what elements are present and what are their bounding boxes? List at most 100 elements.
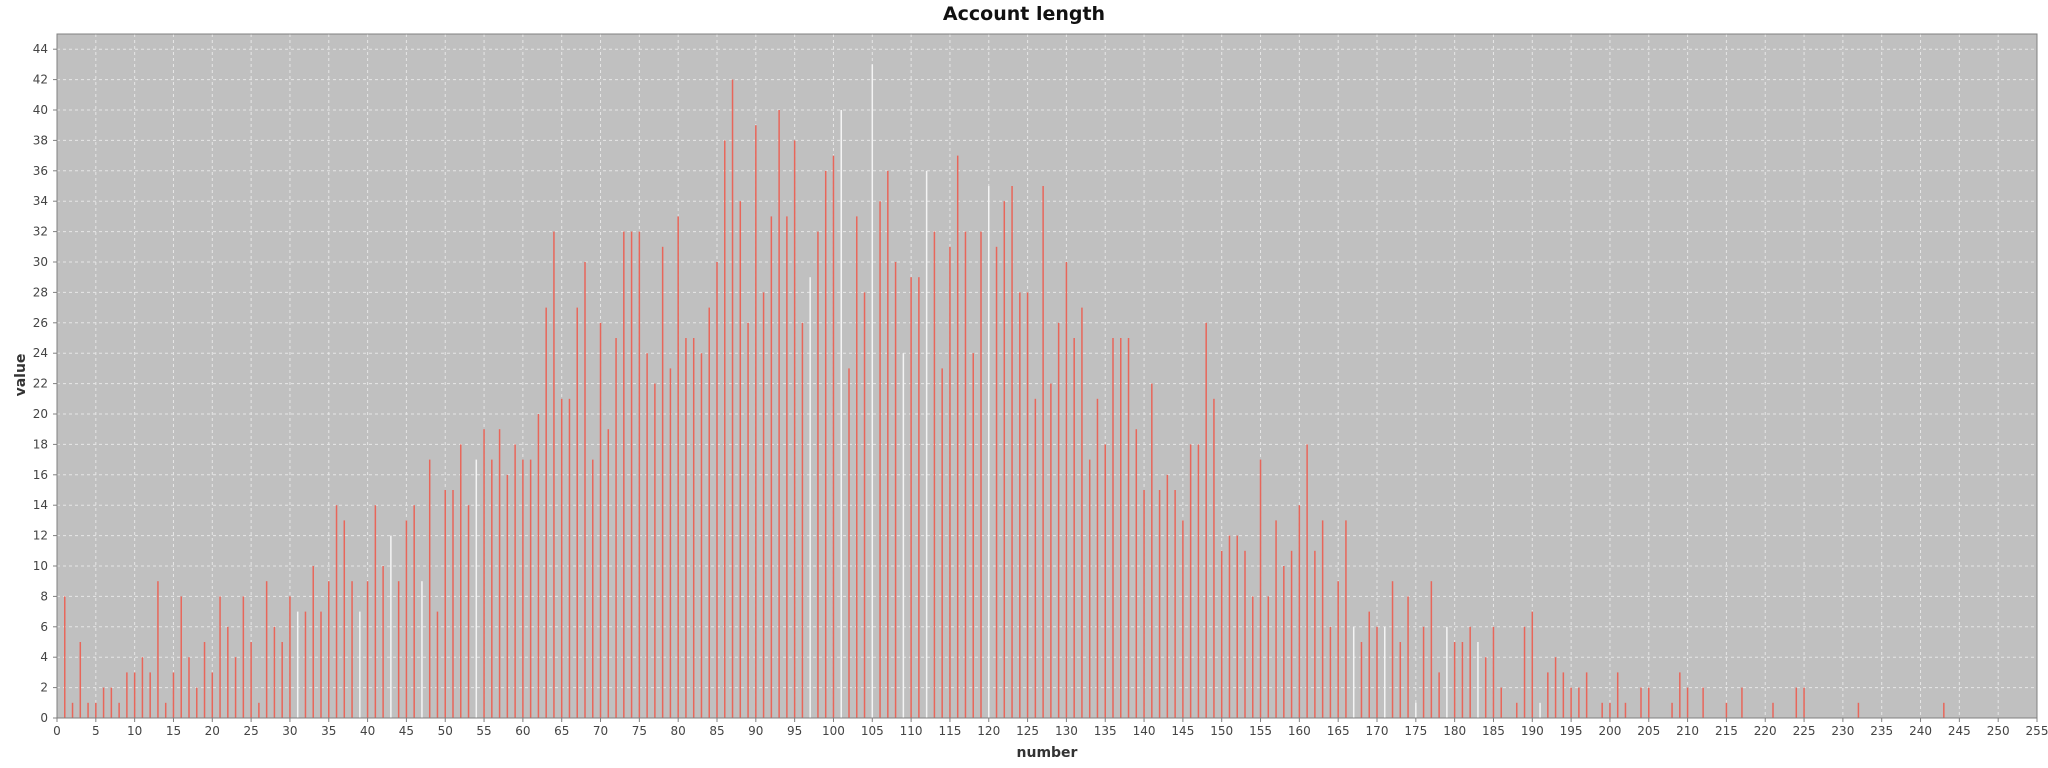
bar [1143, 490, 1145, 718]
x-tick-label: 80 [671, 724, 686, 738]
bar [770, 216, 773, 718]
x-tick-label: 160 [1288, 724, 1311, 738]
bar [460, 444, 462, 718]
bar [1671, 702, 1673, 718]
y-tick-label: 22 [33, 377, 48, 391]
bar [793, 140, 796, 718]
x-tick-label: 175 [1404, 724, 1427, 738]
x-tick-label: 90 [748, 724, 763, 738]
bar [786, 216, 788, 718]
bar [778, 110, 780, 718]
y-tick-label: 44 [33, 42, 48, 56]
y-tick-label: 16 [33, 468, 48, 482]
x-tick-label: 245 [1948, 724, 1971, 738]
bar [1329, 626, 1332, 718]
bar [1026, 292, 1029, 718]
bar [1539, 702, 1541, 718]
bar [102, 687, 105, 718]
bar [661, 246, 664, 719]
bar [832, 155, 835, 719]
bar [1112, 338, 1114, 718]
x-tick-label: 40 [360, 724, 375, 738]
y-tick-label: 26 [33, 316, 48, 330]
bar [289, 596, 291, 718]
y-tick-label: 30 [33, 255, 48, 269]
bar [1182, 520, 1184, 718]
y-tick-label: 38 [33, 133, 48, 147]
bar [133, 672, 136, 718]
x-tick-label: 150 [1210, 724, 1233, 738]
bar [1120, 338, 1122, 718]
bar [1523, 626, 1526, 718]
bar [1772, 702, 1774, 718]
bar [925, 170, 928, 719]
x-tick-label: 145 [1171, 724, 1194, 738]
bar [172, 672, 175, 718]
bar [436, 611, 439, 718]
bar [1415, 702, 1417, 718]
bar [615, 338, 617, 718]
x-tick-label: 0 [53, 724, 61, 738]
bar [1073, 338, 1075, 718]
x-tick-label: 5 [92, 724, 100, 738]
y-tick-label: 10 [33, 559, 48, 573]
x-tick-label: 190 [1521, 724, 1544, 738]
bar [599, 322, 602, 718]
bar [444, 490, 446, 718]
bar [762, 292, 765, 718]
x-tick-label: 125 [1016, 724, 1039, 738]
bar [95, 702, 97, 718]
bar [677, 216, 679, 718]
bar [1290, 550, 1293, 718]
bar [1267, 596, 1270, 718]
bar [1298, 505, 1301, 718]
bar [382, 566, 384, 718]
x-tick-label: 65 [554, 724, 569, 738]
y-tick-label: 18 [33, 437, 48, 451]
bar [1500, 687, 1502, 718]
y-tick-label: 40 [33, 103, 48, 117]
bar [1570, 687, 1572, 718]
x-tick-label: 155 [1249, 724, 1272, 738]
bar [545, 307, 547, 718]
bar [397, 581, 400, 718]
x-tick-label: 130 [1055, 724, 1078, 738]
bar [529, 459, 532, 718]
bar [335, 505, 338, 718]
bar [576, 307, 578, 718]
bar [1430, 581, 1433, 718]
bar [972, 353, 974, 718]
x-tick-label: 100 [822, 724, 845, 738]
bar [1252, 596, 1254, 718]
bar [1803, 687, 1805, 718]
x-tick-label: 45 [399, 724, 414, 738]
bar [1616, 672, 1619, 718]
plot-background [57, 34, 2037, 718]
x-tick-label: 35 [321, 724, 336, 738]
bar [568, 398, 571, 718]
bar [296, 611, 299, 718]
y-tick-label: 14 [33, 498, 48, 512]
bar [638, 231, 641, 718]
bar [421, 581, 423, 718]
bar [941, 368, 943, 718]
x-tick-label: 230 [1831, 724, 1854, 738]
bar [840, 110, 842, 718]
bar [817, 231, 819, 718]
bar [692, 338, 695, 718]
bar [1127, 338, 1130, 718]
bar [219, 596, 221, 718]
bar [1345, 520, 1347, 718]
bar [491, 459, 493, 718]
x-axis-label: number [1017, 745, 1078, 761]
bar [879, 201, 881, 718]
x-tick-label: 235 [1870, 724, 1893, 738]
bar [809, 277, 811, 718]
x-tick-label: 250 [1987, 724, 2010, 738]
bar [141, 657, 144, 718]
bar [304, 611, 307, 718]
bar [1011, 186, 1013, 718]
bar [1019, 292, 1021, 718]
bar [110, 687, 113, 718]
bar [1275, 520, 1277, 718]
